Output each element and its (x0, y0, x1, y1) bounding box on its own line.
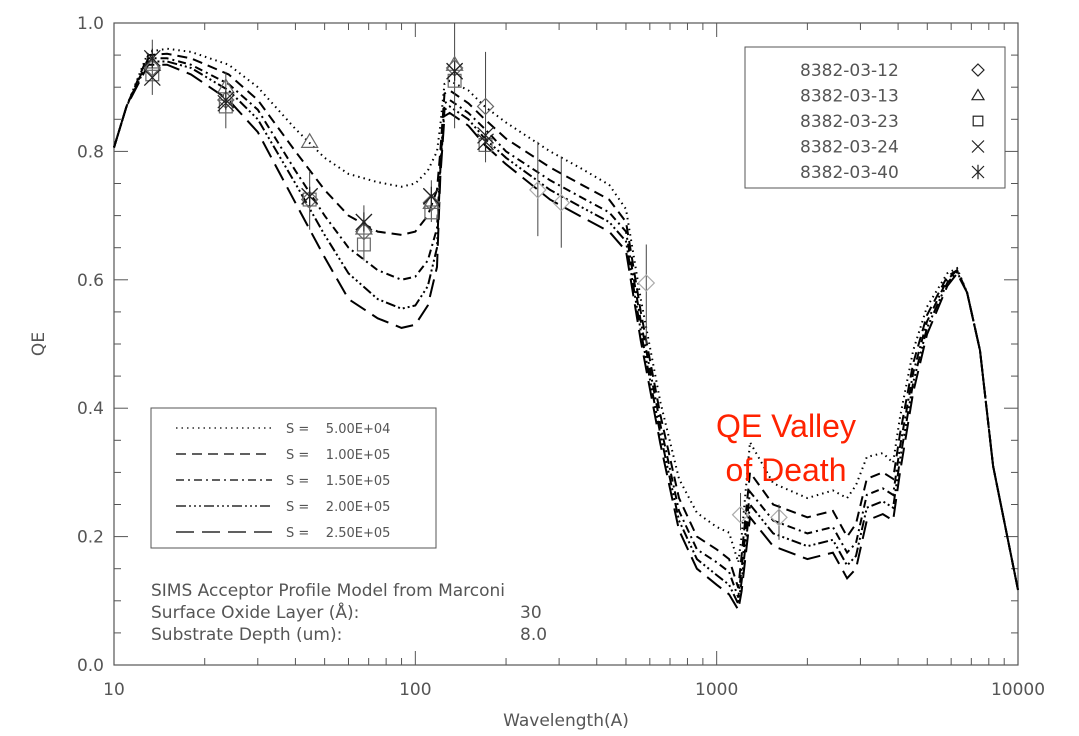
y-tick-label: 0.6 (77, 271, 104, 291)
triangle-shape (143, 55, 162, 71)
diamond-shape (300, 190, 319, 209)
diamond-shape (971, 63, 985, 77)
curve-long-dash (113, 63, 1019, 613)
asterisk-marker-icon (446, 61, 464, 81)
legend-label: S = 1.00E+05 (286, 448, 390, 463)
x-shape (971, 140, 985, 153)
asterisk-shape (217, 90, 235, 110)
axes: 10 100 1000 10000 0.0 0.2 0.4 0.6 0.8 1.0 (77, 14, 1045, 700)
y-axis-label: QE (29, 332, 49, 356)
legend-label: 8382-03-40 (800, 163, 899, 183)
triangle-marker-icon (300, 132, 319, 148)
asterisk-marker-icon (355, 212, 373, 232)
triangle-marker-icon (143, 55, 162, 71)
diamond-shape (552, 193, 571, 212)
legend-label: S = 2.00E+05 (286, 500, 390, 515)
asterisk-shape (422, 186, 440, 206)
legend-label: S = 1.50E+05 (286, 474, 390, 489)
model-legend: S = 5.00E+04 S = 1.00E+05 S = 1.50E+05 S = … (150, 407, 437, 549)
x-shape (143, 69, 161, 86)
curve-dashed (113, 52, 1019, 591)
measurement-markers (143, 23, 788, 540)
legend-label: 8382-03-13 (800, 87, 899, 107)
diamond-marker-icon (731, 505, 750, 524)
model-legend-box (150, 407, 437, 549)
square-marker-icon (424, 205, 439, 220)
diamond-marker-icon (422, 193, 441, 212)
triangle-marker-icon (970, 88, 986, 101)
measurement-legend-box (744, 46, 1006, 189)
oxide-layer-label: Surface Oxide Layer (Å): (151, 601, 359, 623)
diamond-shape (770, 508, 788, 527)
y-tick-label: 0.4 (77, 399, 104, 419)
diamond-shape (731, 505, 750, 524)
x-tick-label: 100 (399, 680, 431, 700)
x-marker-icon (971, 140, 985, 153)
diamond-marker-icon (637, 274, 656, 292)
measurement-legend: 8382-03-12 8382-03-13 8382-03-23 8382-03-24… (744, 46, 1006, 189)
triangle-marker-icon (422, 193, 441, 209)
model-title-note: SIMS Acceptor Profile Model from Marconi (151, 581, 505, 601)
asterisk-marker-icon (422, 186, 440, 206)
x-tick-label: 10 (103, 680, 125, 700)
square-marker-icon (972, 115, 984, 127)
substrate-depth-label: Substrate Depth (um): (151, 625, 342, 645)
square-marker-icon (356, 237, 371, 252)
legend-label: 8382-03-12 (800, 61, 899, 81)
square-shape (972, 115, 984, 127)
diamond-marker-icon (528, 181, 547, 199)
x-tick-label: 10000 (991, 680, 1045, 700)
legend-label: 8382-03-24 (800, 138, 899, 158)
y-tick-label: 0.2 (77, 528, 104, 548)
asterisk-shape (477, 132, 494, 152)
diamond-marker-icon (770, 508, 788, 527)
valley-annotation-line2: of Death (726, 452, 847, 488)
asterisk-marker-icon (477, 132, 494, 152)
y-tick-label: 0.8 (77, 142, 104, 162)
triangle-shape (300, 132, 319, 148)
oxide-layer-value: 30 (520, 603, 542, 623)
square-shape (424, 205, 439, 220)
triangle-marker-icon (354, 219, 373, 235)
asterisk-shape (301, 186, 319, 206)
legend-label: S = 2.50E+05 (286, 526, 390, 541)
legend-label: 8382-03-23 (800, 112, 899, 132)
triangle-shape (422, 193, 441, 209)
asterisk-marker-icon (143, 48, 161, 68)
legend-label: S = 5.00E+04 (286, 422, 390, 437)
triangle-shape (970, 88, 986, 101)
diamond-shape (476, 97, 495, 116)
diamond-marker-icon (476, 97, 495, 116)
asterisk-shape (143, 48, 161, 68)
asterisk-marker-icon (971, 164, 985, 180)
asterisk-shape (355, 212, 373, 232)
asterisk-marker-icon (217, 90, 235, 110)
triangle-shape (354, 219, 373, 235)
x-axis-label: Wavelength(A) (503, 711, 629, 731)
asterisk-marker-icon (301, 186, 319, 206)
diamond-shape (528, 181, 547, 199)
y-tick-label: 0.0 (77, 656, 104, 676)
curve-dash-dot (113, 57, 1019, 598)
diamond-marker-icon (552, 193, 571, 212)
y-tick-label: 1.0 (77, 14, 104, 34)
x-tick-label: 1000 (695, 680, 738, 700)
x-marker-icon (143, 69, 161, 86)
asterisk-shape (971, 164, 985, 180)
substrate-depth-value: 8.0 (520, 625, 547, 645)
valley-annotation-line1: QE Valley (716, 408, 856, 444)
square-marker-icon (145, 67, 160, 82)
diamond-marker-icon (971, 63, 985, 77)
asterisk-shape (446, 61, 464, 81)
curve-dash-dot-dot (113, 60, 1019, 608)
diamond-marker-icon (300, 190, 319, 209)
square-shape (356, 237, 371, 252)
square-shape (145, 67, 160, 82)
diamond-shape (637, 274, 656, 292)
diamond-shape (422, 193, 441, 212)
model-curves (113, 47, 1019, 613)
